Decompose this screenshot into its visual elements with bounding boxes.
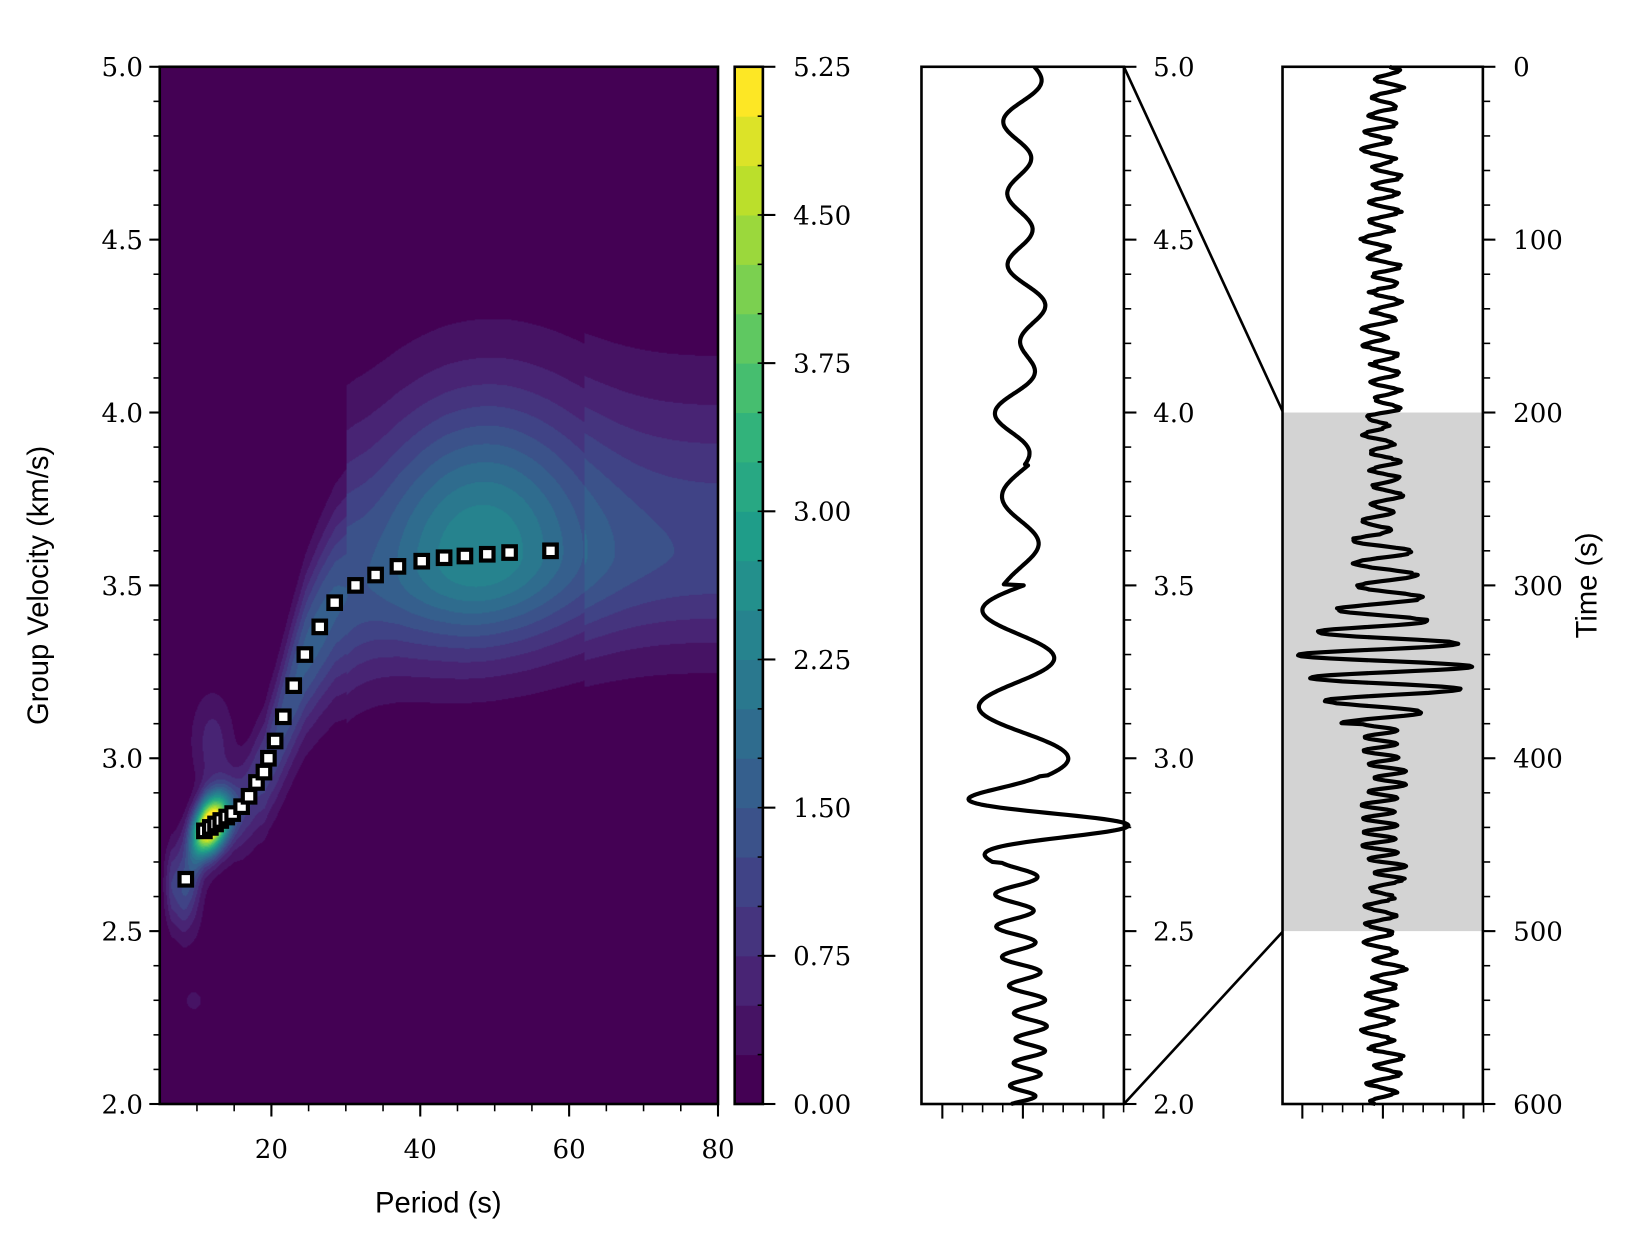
dispersion-point	[478, 545, 496, 563]
y-tick-label: 4.5	[102, 226, 143, 256]
colorbar-tick-label: 5.25	[793, 53, 851, 83]
colorbar-level	[734, 1005, 763, 1056]
dispersion-point	[285, 677, 303, 695]
dispersion-point	[435, 549, 453, 567]
velocity-trace-line	[966, 65, 1131, 1107]
time-axis-label: Time (s)	[1572, 532, 1604, 638]
dispersion-point	[501, 544, 518, 561]
heatmap-field	[159, 66, 718, 1105]
time-trace-line	[1295, 64, 1475, 1107]
colorbar-level	[734, 906, 763, 957]
dispersion-point	[367, 566, 384, 584]
colorbar-levels	[734, 66, 763, 1105]
colorbar-level	[734, 758, 763, 809]
zoom-connector-top	[1122, 66, 1284, 412]
velocity-tick-label: 4.0	[1153, 399, 1194, 429]
y-tick-label: 2.0	[102, 1090, 143, 1120]
time-trace-panel: 0 100 200 300 400 500 600 Time (s)	[1281, 53, 1604, 1120]
colorbar-level	[734, 214, 763, 265]
colorbar-level	[734, 955, 763, 1006]
colorbar-level	[734, 610, 763, 660]
time-tick-label: 100	[1513, 226, 1563, 256]
dispersion-point	[347, 577, 364, 594]
dispersion-points	[177, 542, 559, 888]
x-tick-label: 40	[404, 1135, 437, 1165]
dispersion-point	[266, 732, 284, 750]
dispersion-point	[260, 749, 277, 767]
velocity-tick-label: 2.5	[1153, 918, 1194, 948]
dispersion-panel: 2.0 2.5 3.0 3.5 4.0 4.5 5.0 20 40 60 80 Period (s)…	[23, 53, 735, 1219]
time-tick-label: 400	[1513, 745, 1563, 775]
dispersion-point	[413, 552, 431, 570]
x-tick-label: 80	[701, 1135, 734, 1165]
velocity-trace-ticks: 2.0 2.5 3.0 3.5 4.0 4.5 5.0	[941, 53, 1195, 1120]
colorbar-level	[734, 659, 763, 710]
colorbar-tick-label: 0.00	[793, 1090, 851, 1120]
colorbar-level	[734, 116, 763, 167]
main-axis-ticks: 2.0 2.5 3.0 3.5 4.0 4.5 5.0 20 40 60 80	[102, 53, 735, 1165]
velocity-tick-label: 5.0	[1153, 53, 1194, 83]
y-tick-label: 4.0	[102, 399, 143, 429]
y-tick-label: 3.0	[102, 745, 143, 775]
colorbar: 0.00 0.75 1.50 2.25 3.00 3.75 4.50 5.25	[733, 53, 851, 1120]
colorbar-level	[734, 708, 763, 759]
time-tick-label: 300	[1513, 572, 1563, 602]
colorbar-level	[734, 857, 763, 907]
colorbar-level	[734, 560, 763, 611]
y-tick-label: 3.5	[102, 572, 143, 602]
dispersion-point	[274, 708, 292, 726]
colorbar-level	[734, 412, 763, 463]
colorbar-frame	[733, 65, 765, 1106]
colorbar-tick-label: 4.50	[793, 201, 851, 231]
time-tick-label: 0	[1513, 53, 1530, 83]
zoom-connector-bottom	[1122, 930, 1284, 1105]
colorbar-level	[734, 461, 763, 512]
colorbar-ticks: 0.00 0.75 1.50 2.25 3.00 3.75 4.50 5.25	[757, 53, 851, 1120]
velocity-trace-panel: 2.0 2.5 3.0 3.5 4.0 4.5 5.0	[920, 53, 1195, 1120]
time-trace-ticks: 0 100 200 300 400 500 600	[1301, 53, 1563, 1120]
velocity-tick-label: 2.0	[1153, 1090, 1194, 1120]
colorbar-tick-label: 1.50	[793, 794, 851, 824]
velocity-tick-label: 4.5	[1153, 226, 1194, 256]
dispersion-point	[177, 870, 195, 888]
dispersion-point	[326, 594, 344, 612]
velocity-tick-label: 3.0	[1153, 745, 1194, 775]
colorbar-tick-label: 3.75	[793, 350, 851, 380]
colorbar-tick-label: 0.75	[793, 942, 851, 972]
x-tick-label: 20	[255, 1135, 288, 1165]
dispersion-point	[389, 558, 407, 575]
dispersion-point	[542, 542, 559, 560]
colorbar-level	[734, 165, 763, 216]
colorbar-tick-label: 3.00	[793, 498, 851, 528]
dispersion-point	[240, 787, 258, 805]
colorbar-level	[734, 807, 763, 858]
colorbar-level	[734, 363, 763, 414]
time-tick-label: 500	[1513, 918, 1563, 948]
velocity-tick-label: 3.5	[1153, 572, 1194, 602]
x-tick-label: 60	[553, 1135, 586, 1165]
time-tick-label: 200	[1513, 399, 1563, 429]
colorbar-level	[734, 313, 763, 364]
dispersion-point	[311, 618, 329, 636]
colorbar-level	[734, 66, 763, 117]
colorbar-level	[734, 1054, 763, 1105]
dispersion-point	[456, 547, 474, 565]
colorbar-level	[734, 264, 763, 315]
y-axis-label: Group Velocity (km/s)	[23, 446, 55, 725]
y-tick-label: 5.0	[102, 53, 143, 83]
colorbar-level	[734, 511, 763, 562]
dispersion-point	[255, 763, 273, 781]
x-axis-label: Period (s)	[375, 1188, 502, 1220]
colorbar-tick-label: 2.25	[793, 646, 851, 676]
y-tick-label: 2.5	[102, 918, 143, 948]
dispersion-point	[296, 646, 314, 663]
time-tick-label: 600	[1513, 1090, 1563, 1120]
